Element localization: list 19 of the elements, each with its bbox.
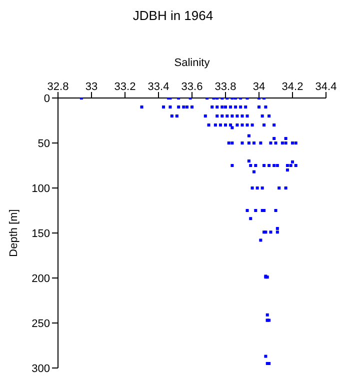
x-tick-label: 33.2 bbox=[114, 81, 136, 93]
chart-title: JDBH in 1964 bbox=[132, 8, 214, 25]
y-tick-label: 0 bbox=[44, 92, 50, 105]
x-axis-title: Salinity bbox=[174, 56, 210, 69]
y-tick-label: 200 bbox=[32, 272, 50, 285]
x-tick-label: 32.8 bbox=[47, 81, 69, 93]
y-tick-label: 100 bbox=[32, 182, 50, 195]
x-tick-label: 33.4 bbox=[148, 81, 170, 93]
x-tick-label: 34 bbox=[252, 81, 266, 93]
x-tick-label: 33 bbox=[85, 81, 98, 93]
x-tick-label: 33.8 bbox=[214, 81, 236, 93]
x-tick-label: 34.4 bbox=[315, 81, 337, 93]
x-tick-label: 34.2 bbox=[282, 81, 304, 93]
y-axis-title: Depth [m] bbox=[8, 209, 20, 257]
y-tick-label: 250 bbox=[32, 318, 50, 330]
y-tick-label: 50 bbox=[38, 138, 50, 150]
x-tick-label: 33.6 bbox=[181, 81, 203, 93]
y-tick-label: 300 bbox=[32, 362, 50, 375]
y-tick-label: 150 bbox=[32, 228, 50, 240]
